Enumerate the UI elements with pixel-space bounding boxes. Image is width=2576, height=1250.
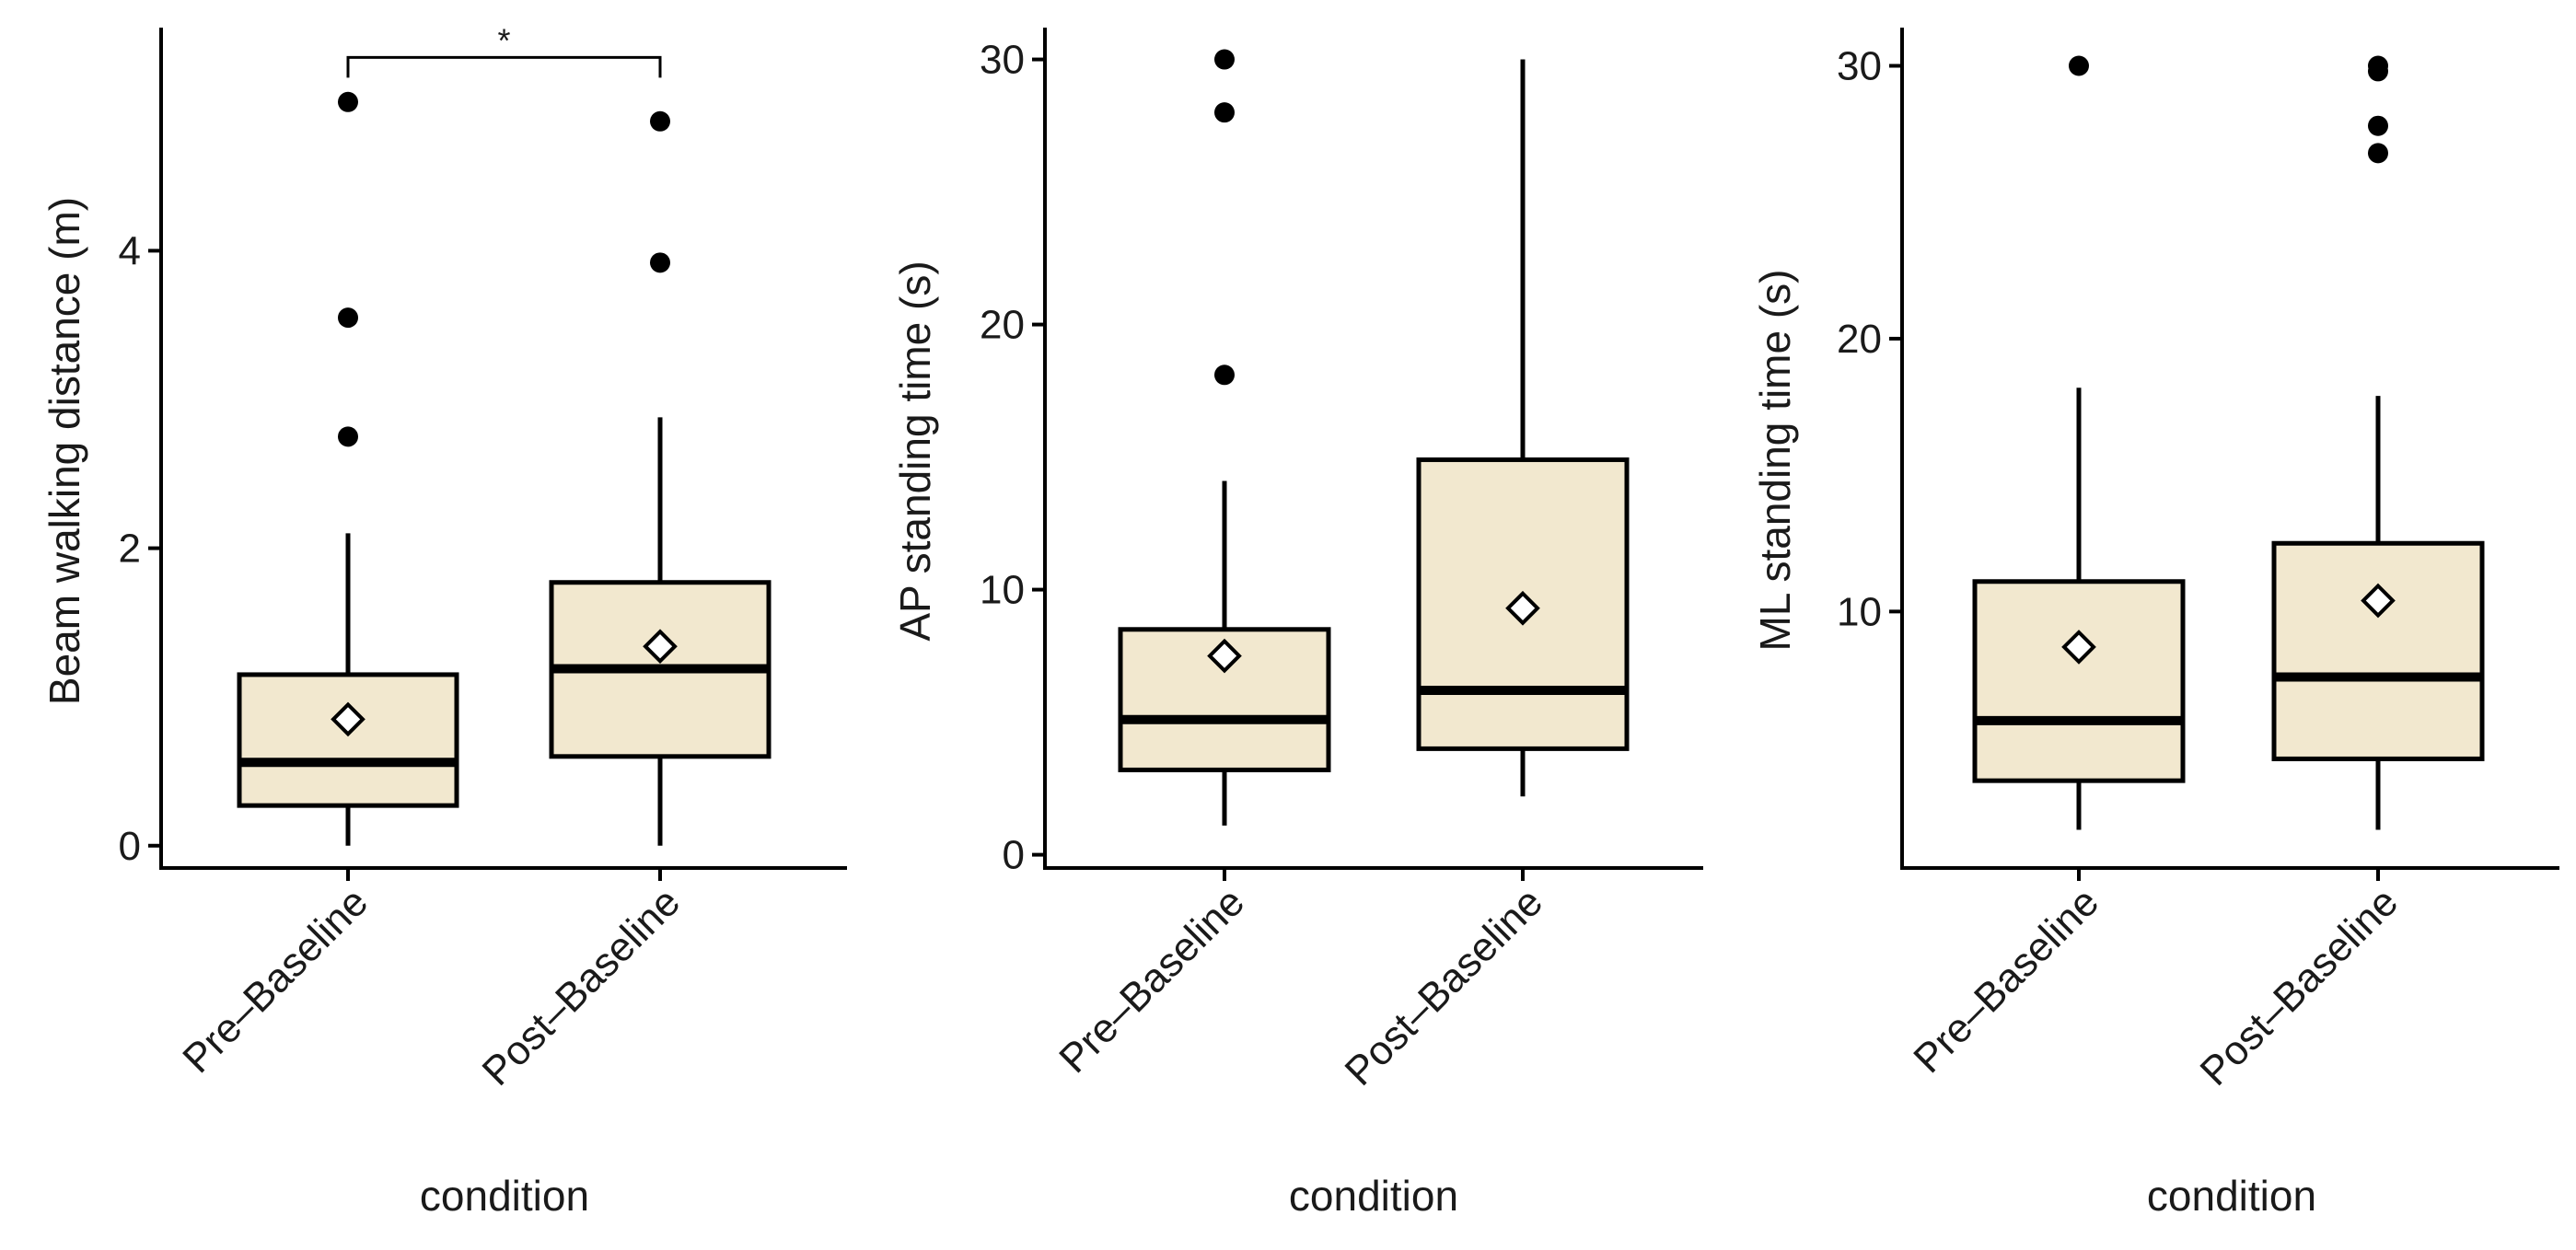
axes: [159, 28, 847, 870]
y-tick-label: 10: [1837, 589, 1882, 634]
y-axis-title: ML standing time (s): [1751, 270, 1799, 652]
y-ticks: 0 10 20 30: [980, 38, 1525, 881]
x-tick-label: Pre–Baseline: [174, 879, 377, 1082]
mean-marker: [331, 701, 366, 737]
significance-line: [346, 55, 662, 78]
x-tick-label: Post–Baseline: [474, 879, 690, 1094]
y-axis-title: AP standing time (s): [891, 260, 939, 641]
y-tick-label: 10: [980, 568, 1025, 613]
box-plot-pre-baseline: [1972, 55, 2186, 830]
outlier-point: [650, 252, 670, 273]
boxes: [1118, 49, 1630, 826]
x-tick-labels: Pre–Baseline Post–Baseline: [1905, 879, 2407, 1094]
x-axis-title: condition: [2147, 1172, 2316, 1220]
x-tick-label: Post–Baseline: [2192, 879, 2408, 1094]
panel-beam-walking: Beam walking distance (m) condition 024 …: [41, 21, 847, 1220]
y-tick-label: 20: [1837, 317, 1882, 362]
y-ticks: 0 2 4: [119, 228, 662, 881]
mean-marker: [2061, 630, 2096, 665]
y-tick-label: 30: [980, 38, 1025, 83]
axes: [1900, 28, 2559, 870]
iqr-box: [2271, 540, 2485, 761]
x-tick-label: Pre–Baseline: [1050, 879, 1253, 1082]
box-plot-post-baseline: [549, 110, 772, 846]
y-tick-label: 20: [980, 303, 1025, 348]
panel-ml-standing: ML standing time (s) condition 10 20 30 Pr…: [1751, 28, 2559, 1220]
outlier-point: [2069, 55, 2089, 76]
significance-label: *: [497, 21, 510, 59]
outlier-point: [2368, 143, 2388, 164]
y-tick-label: 0: [119, 824, 141, 869]
box-plot-pre-baseline: [1118, 49, 1331, 826]
boxes: [237, 91, 772, 846]
x-tick-labels: Pre–Baseline Post–Baseline: [174, 879, 689, 1094]
outlier-point: [1214, 49, 1235, 70]
outlier-point: [650, 110, 670, 132]
x-axis-title: condition: [1289, 1172, 1458, 1220]
box-plot-post-baseline: [2271, 55, 2485, 830]
y-axis-title: Beam walking distance (m): [41, 197, 88, 705]
panel-ap-standing: AP standing time (s) condition 0 10 20 30 P…: [891, 28, 1703, 1220]
y-tick-label: 4: [119, 228, 141, 273]
x-tick-label: Post–Baseline: [1337, 879, 1552, 1094]
y-ticks: 10 20 30: [1837, 44, 2380, 881]
y-tick-label: 30: [1837, 44, 1882, 89]
outlier-point: [2368, 115, 2388, 136]
outlier-point: [338, 426, 358, 447]
mean-marker: [1505, 590, 1540, 626]
outlier-point: [1214, 365, 1235, 386]
outlier-point: [2368, 55, 2388, 76]
iqr-box: [1972, 579, 2186, 783]
boxes: [1972, 55, 2485, 830]
significance-bracket: *: [346, 21, 662, 78]
mean-marker: [643, 629, 678, 665]
iqr-box: [237, 672, 459, 808]
y-tick-label: 0: [1003, 833, 1025, 878]
x-tick-labels: Pre–Baseline Post–Baseline: [1050, 879, 1551, 1094]
box-plot-post-baseline: [1416, 59, 1630, 797]
outlier-point: [1214, 102, 1235, 123]
x-axis-title: condition: [420, 1172, 589, 1220]
mean-marker: [1207, 638, 1242, 674]
outlier-point: [338, 91, 358, 112]
y-tick-label: 2: [119, 527, 141, 572]
mean-marker: [2361, 583, 2396, 619]
x-tick-label: Pre–Baseline: [1905, 879, 2107, 1082]
box-plot-pre-baseline: [237, 91, 459, 846]
outlier-point: [338, 307, 358, 329]
axes: [1043, 28, 1703, 870]
